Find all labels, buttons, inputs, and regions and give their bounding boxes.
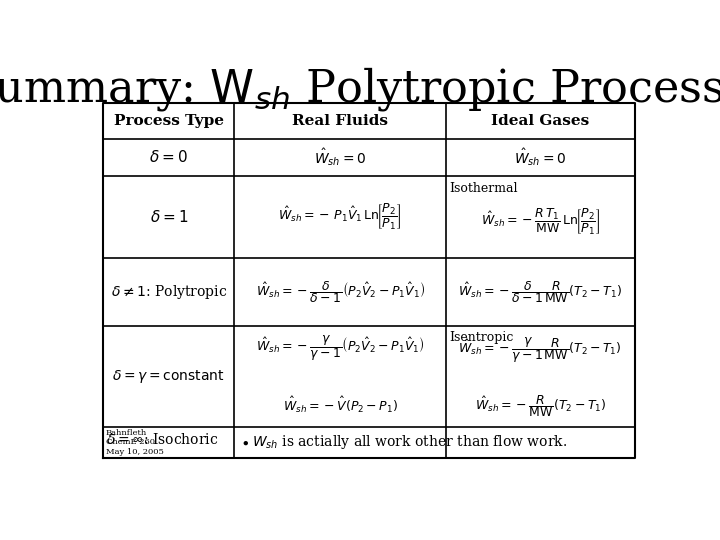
Text: $\hat{W}_{sh} = -\dfrac{\delta}{\delta-1}\left(P_2\hat{V}_2 - P_1\hat{V}_1\right: $\hat{W}_{sh} = -\dfrac{\delta}{\delta-1…: [256, 279, 425, 305]
Text: Ideal Gases: Ideal Gases: [491, 114, 590, 128]
Text: $\delta = \gamma = \mathrm{constant}$: $\delta = \gamma = \mathrm{constant}$: [112, 368, 225, 385]
Text: Isothermal: Isothermal: [449, 183, 518, 195]
Text: $\hat{W}_{sh} = -\dfrac{\gamma}{\gamma-1}\dfrac{R}{\mathrm{MW}}\left(T_2 - T_1\r: $\hat{W}_{sh} = -\dfrac{\gamma}{\gamma-1…: [459, 335, 622, 365]
Text: $\delta = 1$: $\delta = 1$: [150, 209, 188, 225]
Text: $W_{sh}$ is actially all work other than flow work.: $W_{sh}$ is actially all work other than…: [252, 433, 567, 451]
Text: Bahnfleth
ChemE 260
May 10, 2005: Bahnfleth ChemE 260 May 10, 2005: [106, 429, 163, 456]
Text: Isentropic: Isentropic: [449, 330, 513, 343]
Text: $\hat{W}_{sh} = 0$: $\hat{W}_{sh} = 0$: [514, 147, 567, 168]
Text: Summary: $\mathrm{W}_{sh}$ Polytropic Processes: Summary: $\mathrm{W}_{sh}$ Polytropic Pr…: [0, 65, 720, 113]
Text: Real Fluids: Real Fluids: [292, 114, 388, 128]
Text: $\hat{W}_{sh} = -\dfrac{\delta}{\delta-1}\dfrac{R}{\mathrm{MW}}\left(T_2 - T_1\r: $\hat{W}_{sh} = -\dfrac{\delta}{\delta-1…: [459, 279, 622, 305]
Text: $\delta = \infty$: Isochoric: $\delta = \infty$: Isochoric: [106, 431, 218, 447]
Text: $\hat{W}_{sh} = -\dfrac{\gamma}{\gamma-1}\left(P_2\hat{V}_2 - P_1\hat{V}_1\right: $\hat{W}_{sh} = -\dfrac{\gamma}{\gamma-1…: [256, 333, 425, 363]
Text: $\hat{W}_{sh} = -\dfrac{R}{\mathrm{MW}}\left(T_2 - T_1\right)$: $\hat{W}_{sh} = -\dfrac{R}{\mathrm{MW}}\…: [474, 393, 606, 419]
Text: $\hat{W}_{sh} = -\dfrac{R\,T_1}{\mathrm{MW}} \, \mathrm{Ln}\!\left[\dfrac{P_2}{P: $\hat{W}_{sh} = -\dfrac{R\,T_1}{\mathrm{…: [481, 207, 600, 237]
Text: $\delta = 0$: $\delta = 0$: [150, 150, 188, 165]
Text: $\bullet$: $\bullet$: [240, 435, 249, 449]
Text: $\hat{W}_{sh} = -\, P_1 \hat{V}_1 \, \mathrm{Ln}\!\left[\dfrac{P_2}{P_1}\right]$: $\hat{W}_{sh} = -\, P_1 \hat{V}_1 \, \ma…: [279, 202, 402, 232]
Text: $\hat{W}_{sh} = 0$: $\hat{W}_{sh} = 0$: [314, 147, 366, 168]
Text: Process Type: Process Type: [114, 114, 224, 128]
Text: $\delta \neq 1$: Polytropic: $\delta \neq 1$: Polytropic: [111, 283, 227, 301]
Text: $\hat{W}_{sh} = -\hat{V}\left(P_2 - P_1\right)$: $\hat{W}_{sh} = -\hat{V}\left(P_2 - P_1\…: [282, 395, 397, 415]
